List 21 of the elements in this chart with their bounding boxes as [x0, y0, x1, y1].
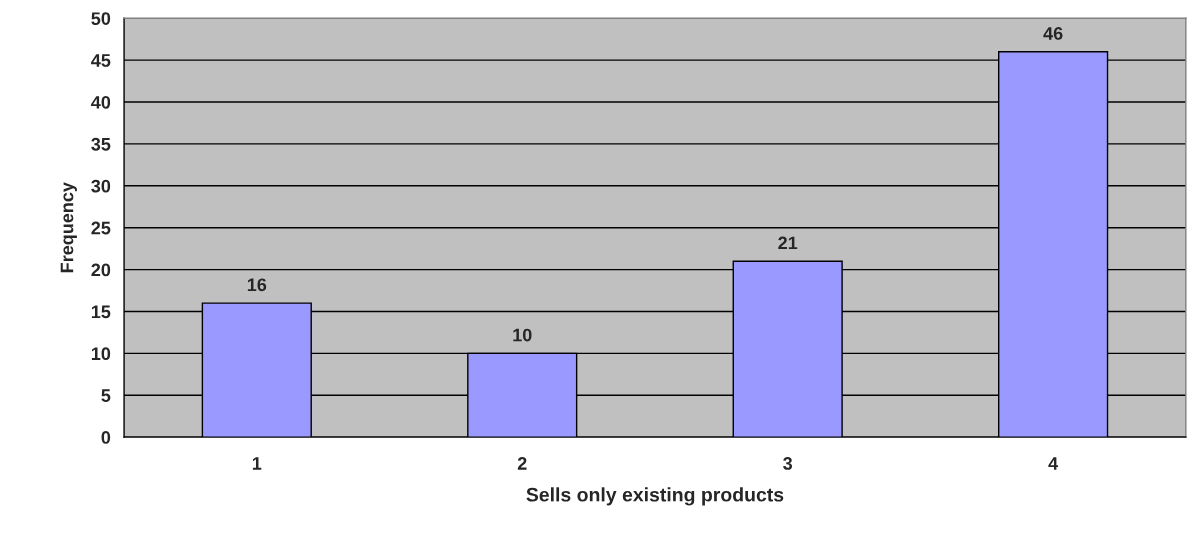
y-tick-label: 25 [91, 221, 111, 235]
data-label: 10 [513, 328, 532, 342]
y-tick-label: 50 [91, 12, 111, 25]
y-tick-label: 20 [91, 263, 111, 277]
data-label: 16 [247, 278, 267, 292]
x-axis-title: Sells only existing products [526, 487, 784, 506]
x-tick-label: 1 [252, 457, 262, 470]
data-label: 21 [778, 236, 798, 250]
x-tick-label: 4 [1048, 457, 1059, 470]
x-tick-label: 3 [783, 457, 793, 470]
y-tick-label: 40 [91, 95, 111, 109]
y-tick-label: 15 [91, 305, 111, 319]
data-label: 46 [1043, 27, 1063, 40]
y-tick-label: 35 [91, 137, 111, 151]
y-tick-label: 0 [101, 431, 111, 444]
x-tick-label: 2 [517, 457, 527, 470]
y-axis-title: Frequency [60, 182, 77, 273]
y-tick-label: 5 [101, 389, 111, 402]
y-tick-label: 10 [91, 347, 111, 361]
y-tick-label: 45 [91, 54, 111, 67]
y-tick-label: 30 [91, 179, 111, 193]
